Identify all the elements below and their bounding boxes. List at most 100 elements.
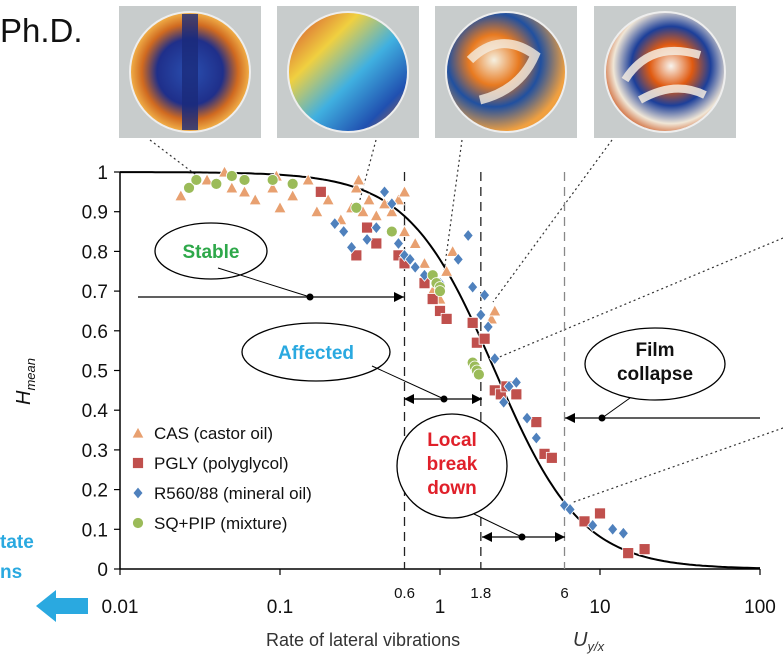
x-minor-tick-label: 6 [560, 585, 568, 602]
inset-photos [119, 6, 736, 138]
data-point-diamond [482, 320, 494, 334]
data-point-square [440, 312, 453, 325]
data-point-triangle [351, 173, 366, 186]
data-point-square [314, 185, 327, 198]
data-point-diamond [404, 252, 416, 266]
data-point-triangle [369, 208, 384, 222]
y-tick-label: 0.2 [82, 481, 108, 502]
legend-label: PGLY (polyglycol) [154, 454, 288, 473]
svg-text:Hmean: Hmean [13, 358, 38, 405]
y-axis-title: Hmean [13, 358, 38, 405]
header-text: Ph.D. [0, 12, 83, 49]
data-point-triangle [397, 224, 412, 237]
data-point-diamond [475, 308, 487, 322]
data-point-triangle [397, 185, 412, 198]
data-point-triangle [321, 192, 335, 206]
x-axis-title: Rate of lateral vibrations [266, 630, 460, 650]
data-point-triangle [310, 204, 324, 218]
data-point-circle [472, 368, 485, 381]
data-point-circle [385, 225, 398, 238]
data-point-triangle [200, 173, 214, 186]
inset-leaders [149, 139, 783, 504]
data-point-triangle [174, 188, 188, 202]
data-point-diamond [503, 379, 515, 394]
data-point-diamond [521, 411, 533, 425]
y-tick-label: 0.8 [82, 242, 108, 263]
data-point-square [434, 305, 446, 317]
data-point-diamond [386, 197, 398, 211]
legend-marker-square [132, 457, 144, 469]
data-point-triangle [408, 236, 422, 249]
x-tick-label: 100 [744, 597, 776, 618]
data-point-triangle [385, 204, 399, 218]
data-point-triangle [417, 256, 432, 269]
data-point-diamond [462, 228, 474, 243]
tick-labels: 0 0.1 0.2 0.3 0.4 0.5 0.6 0.7 0.8 0.9 1 0.01 0.1 1 10 1… [82, 163, 776, 618]
y-tick-label: 0.3 [82, 441, 108, 462]
left-cut-text-1: tate [0, 532, 34, 553]
data-point-diamond [510, 375, 522, 390]
data-point-circle [350, 201, 363, 214]
legend: CAS (castor oil) PGLY (polyglycol) R560/88… [131, 424, 312, 533]
data-point-square [350, 249, 363, 262]
y-tick-label: 0.7 [82, 282, 108, 303]
x-tick-label: 10 [589, 597, 610, 618]
data-point-circle [266, 174, 279, 186]
data-point-square [530, 416, 543, 429]
data-point-diamond [617, 526, 629, 540]
data-point-diamond [392, 236, 404, 251]
y-tick-label: 1 [97, 163, 108, 184]
legend-label: R560/88 (mineral oil) [154, 484, 312, 503]
y-tick-label: 0.9 [82, 203, 108, 224]
data-point-diamond [346, 240, 358, 255]
data-point-square [638, 543, 651, 556]
data-point-circle [225, 170, 238, 182]
y-tick-label: 0.1 [82, 520, 108, 541]
legend-label: SQ+PIP (mixture) [154, 514, 287, 533]
data-point-diamond [607, 522, 619, 536]
data-point-square [510, 388, 523, 401]
region-annotations: Stable Affected Local break down Film colla… [138, 222, 760, 542]
data-points [174, 165, 651, 560]
x-minor-tick-label: 1.8 [470, 585, 491, 602]
region-label-affected: Affected [278, 343, 354, 364]
x-tick-label: 0.1 [267, 597, 293, 618]
data-point-square [545, 451, 558, 464]
data-point-square [426, 293, 439, 305]
region-label-stable: Stable [182, 242, 239, 263]
x-tick-label: 1 [435, 597, 446, 618]
data-point-triangle [301, 173, 315, 186]
data-point-square [466, 316, 479, 329]
data-point-triangle [349, 181, 364, 194]
data-point-circle [286, 178, 299, 190]
data-point-diamond [530, 431, 542, 445]
data-point-square [370, 237, 383, 250]
region-label-film-collapse: Film collapse [617, 340, 693, 385]
data-point-circle [190, 174, 203, 186]
data-point-diamond [370, 220, 382, 235]
data-point-triangle [237, 185, 252, 198]
left-arrow-icon [36, 590, 88, 622]
y-tick-label: 0 [97, 560, 108, 581]
y-tick-label: 0.6 [82, 322, 108, 343]
legend-marker-diamond [132, 486, 144, 500]
data-point-diamond [409, 260, 421, 274]
data-point-diamond [479, 288, 491, 302]
data-point-diamond [452, 252, 464, 266]
data-point-square [578, 515, 591, 528]
data-point-diamond [587, 518, 599, 532]
data-point-triangle [488, 304, 502, 317]
data-point-diamond [467, 280, 479, 294]
y-tick-label: 0.5 [82, 362, 108, 383]
data-point-triangle [439, 264, 454, 277]
data-point-circle [434, 285, 446, 298]
data-point-diamond [361, 232, 373, 247]
legend-label: CAS (castor oil) [154, 424, 273, 443]
left-cut-text-2: ns [0, 562, 22, 583]
x-tick-label: 0.01 [102, 597, 139, 618]
legend-marker-circle [132, 517, 144, 529]
data-point-diamond [338, 224, 350, 239]
data-point-diamond [378, 185, 391, 199]
legend-marker-triangle [131, 426, 145, 439]
